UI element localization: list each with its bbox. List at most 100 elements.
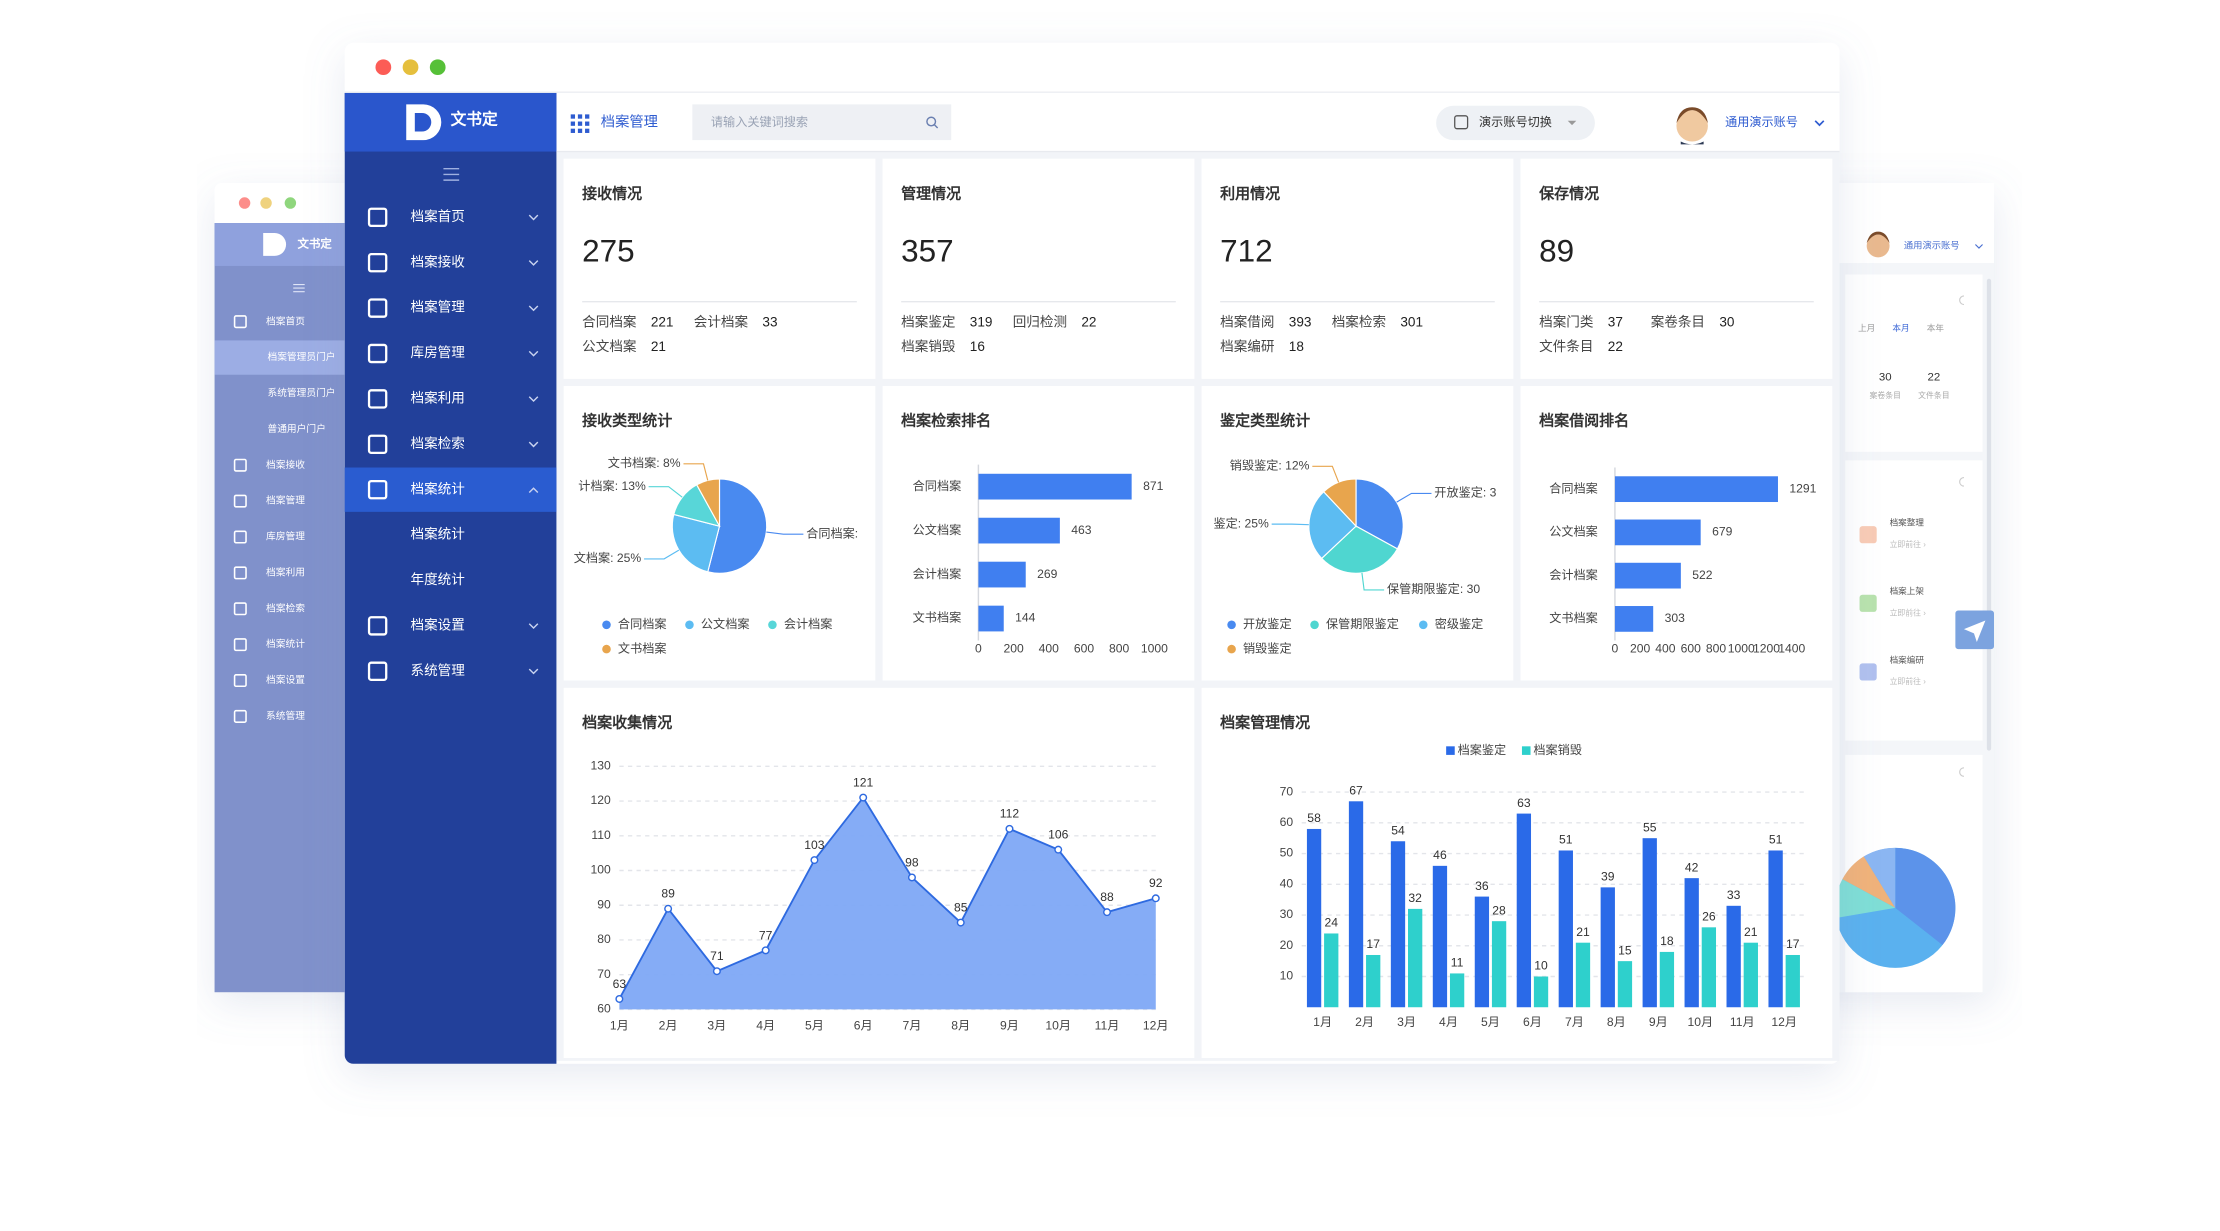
menu-label: 档案管理 (266, 494, 305, 507)
menu-item[interactable]: 档案设置 (233, 673, 306, 688)
search-box[interactable] (692, 104, 952, 141)
value-label: 77 (759, 928, 773, 942)
value-label: 63 (613, 977, 627, 991)
x-tick-label: 0 (1612, 641, 1619, 655)
menu-item[interactable]: 系统管理 (367, 661, 539, 681)
tab[interactable]: 上月 (1858, 323, 1875, 333)
x-tick-label: 1月 (610, 1019, 629, 1033)
legend-label[interactable]: 会计档案 (784, 616, 833, 631)
value-label: 92 (1149, 876, 1163, 890)
pie-slice (671, 513, 721, 573)
legend-label[interactable]: 公文档案 (701, 616, 750, 631)
menu-active-bg (344, 467, 557, 512)
shortcut-label[interactable]: 档案整理 (1890, 517, 1925, 528)
card-title: 保存情况 (1538, 184, 1599, 202)
bar (1533, 976, 1549, 1008)
apps-icon[interactable] (570, 114, 590, 133)
x-tick-label: 200 (1630, 641, 1651, 655)
menu-label: 库房管理 (411, 345, 466, 360)
shortcut-label[interactable]: 档案编研 (1890, 654, 1925, 665)
bar (1432, 865, 1448, 1008)
menu-item[interactable]: 档案检索 (367, 434, 539, 455)
menu-item[interactable]: 库房管理 (233, 530, 306, 544)
refresh-icon[interactable] (1959, 476, 1965, 487)
legend-label[interactable]: 文书档案 (618, 640, 667, 655)
tab[interactable]: 本月 (1892, 322, 1909, 333)
bar (1600, 887, 1615, 1008)
menu-item[interactable]: 档案设置 (367, 616, 539, 636)
legend-label[interactable]: 开放鉴定 (1243, 616, 1292, 631)
legend-label[interactable]: 档案鉴定 (1458, 742, 1507, 757)
collapse-icon[interactable] (443, 167, 460, 181)
min-dot[interactable] (402, 59, 419, 76)
menu-item[interactable]: 档案管理 (367, 298, 539, 318)
point (664, 904, 673, 913)
bar (1516, 813, 1532, 1008)
item-value: 21 (651, 339, 666, 354)
value-label: 36 (1475, 879, 1489, 893)
menu-item[interactable]: 档案统计 (344, 467, 557, 512)
value-label: 112 (1000, 807, 1020, 821)
account-switch-label: 演示账号切换 (1479, 114, 1552, 129)
stat-card: 接收情况 275 合同档案 221 会计档案 33 公文档案 21 (563, 158, 876, 379)
submenu-label[interactable]: 普通用户门户 (267, 422, 325, 435)
value-label: 11 (1451, 956, 1464, 970)
x-tick-label: 8月 (951, 1019, 970, 1033)
slice-label: 销毁鉴定: 12% (1230, 458, 1310, 473)
shortcut-link[interactable]: 立即前往 › (1890, 676, 1927, 686)
menu-item[interactable]: 档案首页 (233, 314, 306, 329)
search-icon[interactable] (926, 116, 937, 127)
x-tick-label: 5月 (805, 1019, 824, 1033)
menu-item[interactable]: 系统管理 (233, 709, 306, 723)
submenu-label[interactable]: 系统管理员门户 (267, 386, 335, 399)
user-name[interactable]: 通用演示账号 (1904, 239, 1960, 250)
value-label: 39 (1601, 870, 1615, 884)
chevron (528, 214, 539, 221)
x-tick-label: 400 (1039, 641, 1060, 655)
refresh-icon[interactable] (1959, 767, 1965, 777)
shortcut-label[interactable]: 档案上架 (1890, 585, 1925, 596)
chevron (528, 260, 539, 266)
close-dot[interactable] (375, 59, 392, 76)
legend-label[interactable]: 档案销毁 (1533, 742, 1582, 757)
menu-item[interactable]: 档案利用 (367, 389, 539, 409)
menu-item[interactable]: 档案接收 (367, 252, 539, 273)
avatar[interactable] (1676, 110, 1708, 142)
legend-label[interactable]: 销毁鉴定 (1243, 640, 1292, 655)
item-label: 文件条目 (1539, 338, 1593, 354)
point (810, 856, 819, 865)
item-label: 档案鉴定 (901, 314, 956, 330)
max-dot[interactable] (429, 59, 446, 76)
y-tick-label: 60 (597, 1002, 611, 1016)
value-label: 32 (1408, 891, 1422, 905)
collapse-icon (293, 283, 305, 293)
legend-dot (1227, 644, 1236, 654)
shortcut-link[interactable]: 立即前往 › (1890, 607, 1927, 617)
legend-label[interactable]: 合同档案 (618, 616, 667, 631)
menu-item[interactable]: 档案管理 (233, 494, 306, 508)
account-switch[interactable] (1436, 105, 1595, 141)
pie-wedge (1842, 856, 1896, 908)
submenu-label[interactable]: 年度统计 (411, 572, 466, 587)
menu-item[interactable]: 档案检索 (233, 601, 306, 616)
legend-label[interactable]: 保管期限鉴定 (1326, 616, 1399, 631)
chart-title: 档案收集情况 (582, 713, 672, 731)
user-name[interactable]: 通用演示账号 (1725, 114, 1798, 129)
submenu-label[interactable]: 档案管理员门户 (267, 350, 335, 363)
menu-item[interactable]: 档案首页 (367, 207, 539, 228)
menu-item[interactable]: 档案接收 (233, 458, 306, 472)
refresh-icon[interactable] (1959, 295, 1965, 306)
menu-item[interactable]: 档案统计 (233, 637, 306, 652)
x-tick-label: 12月 (1771, 1015, 1797, 1029)
value-label: 26 (1702, 910, 1716, 924)
item-label: 回归检测 (1013, 314, 1067, 330)
menu-item[interactable]: 库房管理 (367, 343, 539, 364)
legend-label[interactable]: 密级鉴定 (1435, 616, 1484, 631)
value-label: 522 (1692, 568, 1713, 582)
x-tick-label: 2月 (659, 1019, 678, 1033)
max-dot (284, 197, 297, 209)
shortcut-link[interactable]: 立即前往 › (1890, 539, 1927, 549)
menu-item[interactable]: 档案利用 (233, 565, 305, 580)
submenu-label[interactable]: 档案统计 (411, 526, 466, 542)
tab[interactable]: 本年 (1927, 322, 1945, 333)
